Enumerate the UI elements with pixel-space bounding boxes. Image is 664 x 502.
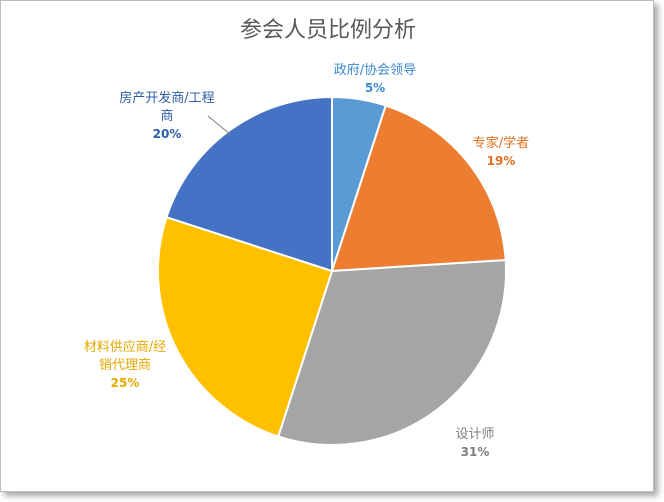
slice-label-3: 设计师	[455, 427, 494, 442]
slice-label-2: 专家/学者	[473, 135, 529, 151]
pie-slice-4	[157, 215, 334, 438]
slice-label-5-line-2: 商	[160, 109, 173, 124]
slice-label-1: 政府/协会领导	[334, 63, 416, 78]
leader-lines	[207, 115, 232, 136]
pie-slice-5	[165, 95, 333, 273]
slice-label-4-line-1: 材料供应商/经	[84, 339, 166, 355]
chart-title: 参会人员比例分析	[240, 18, 416, 43]
pie-slice-2	[330, 104, 507, 273]
pie-slices	[157, 95, 508, 446]
slice-percent-4: 25%	[111, 376, 140, 390]
leader-line-5	[207, 115, 232, 136]
chart-frame: 参会人员比例分析 政府/协会领导 5% 专家/学者 19% 设计师 31% 材料供应商/经销…	[0, 0, 654, 492]
slice-label-5-line-1: 房产开发商/工程	[119, 90, 214, 106]
slice-label-4-line-2: 销代理商	[99, 358, 151, 373]
slice-percent-1: 5%	[365, 81, 385, 95]
slice-percent-2: 19%	[487, 154, 516, 168]
pie-chart: 参会人员比例分析 政府/协会领导 5% 专家/学者 19% 设计师 31% 材料供应商/经销…	[84, 18, 529, 459]
slice-percent-3: 31%	[461, 445, 490, 459]
pie-slice-3	[276, 259, 508, 446]
slice-percent-5: 20%	[153, 127, 182, 141]
